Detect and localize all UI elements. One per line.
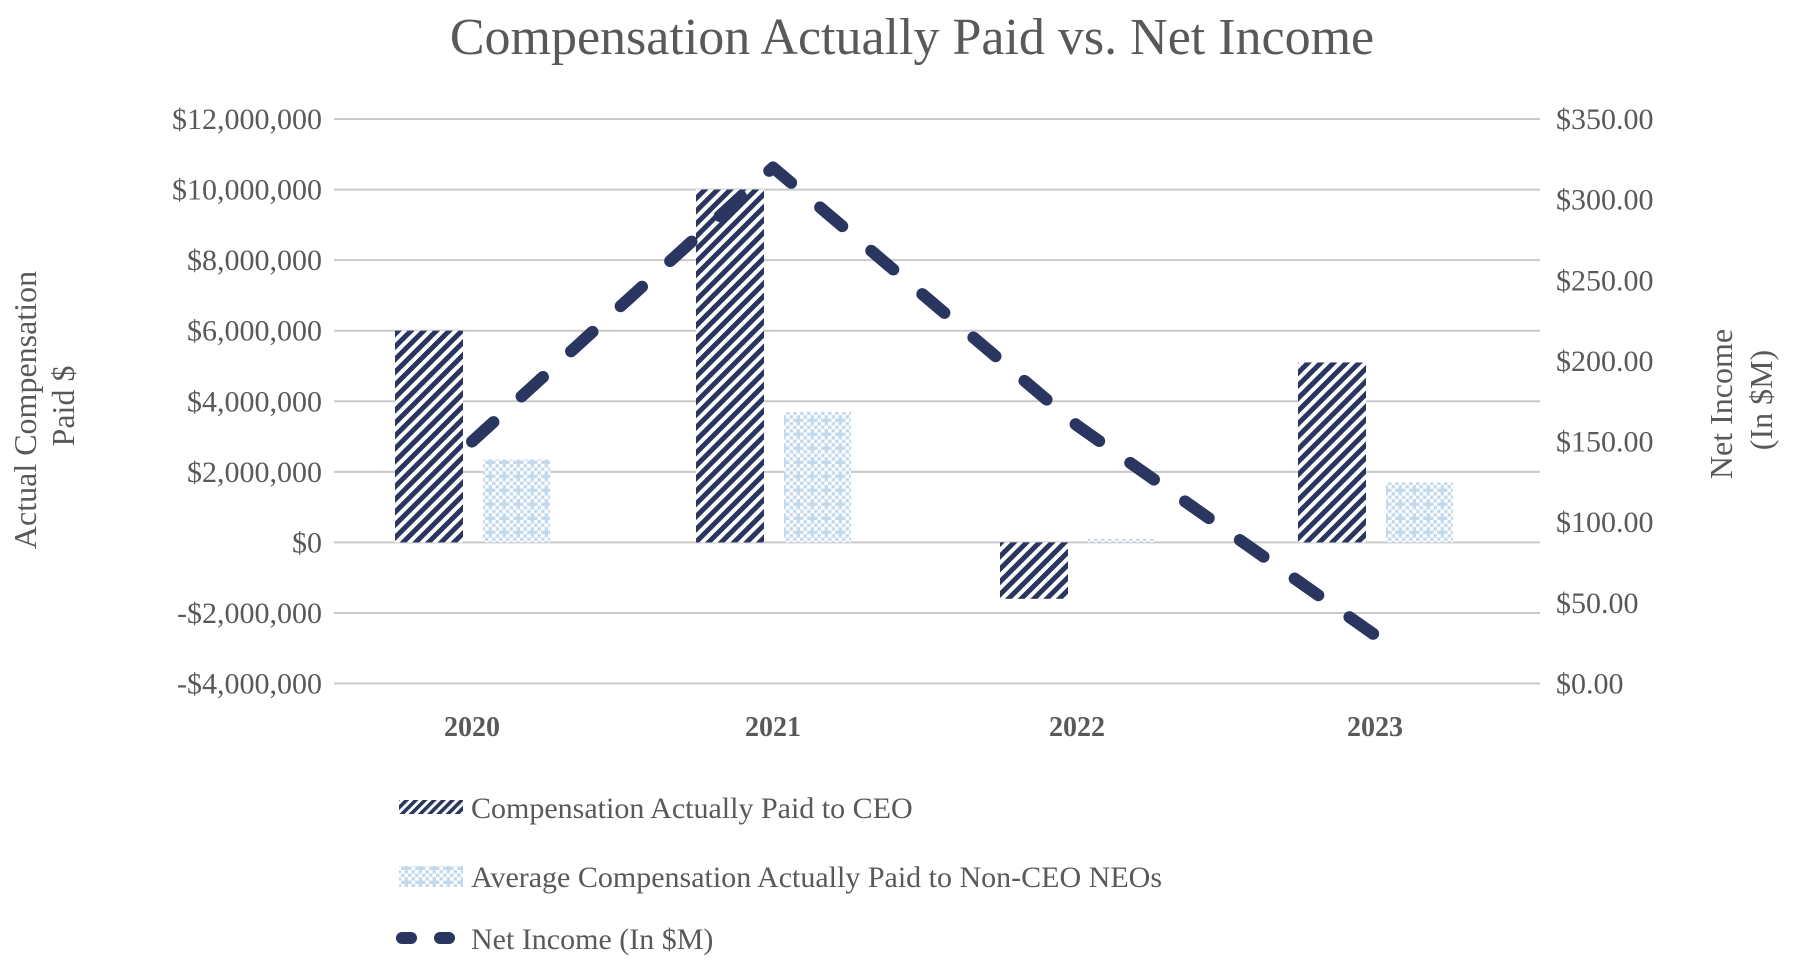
legend-label-net-income: Net Income (In $M) <box>471 923 713 956</box>
right-axis-tick-label: $350.00 <box>1556 103 1654 136</box>
right-axis-tick-label: $200.00 <box>1556 345 1654 378</box>
bar-nonceo-2021 <box>784 411 851 543</box>
legend-swatch-nonceo-dots <box>399 866 463 887</box>
left-axis-title-line2: Paid $ <box>45 366 81 447</box>
x-axis-label-2023: 2023 <box>1347 712 1403 743</box>
right-axis-tick-label: $150.00 <box>1556 426 1654 459</box>
right-axis-tick-label: $100.00 <box>1556 506 1654 539</box>
bar-ceo-2020 <box>395 330 463 543</box>
right-axis-title: Net Income (In $M) <box>1703 321 1779 479</box>
x-axis-category-labels: 2020 2021 2022 2023 <box>444 712 1403 743</box>
legend-item-nonceo: Average Compensation Actually Paid to No… <box>399 861 1162 894</box>
left-axis-tick-label: $10,000,000 <box>172 174 322 207</box>
right-axis-tick-label: $0.00 <box>1556 668 1624 701</box>
bar-series <box>395 189 1453 599</box>
left-axis-tick-label: $8,000,000 <box>187 244 322 277</box>
right-axis-title-line2: (In $M) <box>1743 350 1779 450</box>
bar-nonceo-2020 <box>483 459 550 543</box>
left-axis-tick-label: -$4,000,000 <box>177 668 322 701</box>
net-income-line <box>466 161 1381 642</box>
left-axis-title: Actual Compensation Paid $ <box>7 263 81 549</box>
left-axis-tick-labels: $12,000,000 $10,000,000 $8,000,000 $6,000,0… <box>172 103 322 701</box>
right-axis-tick-label: $50.00 <box>1556 587 1639 620</box>
left-axis-tick-label: -$2,000,000 <box>177 597 322 630</box>
left-axis-title-line1: Actual Compensation <box>7 271 43 549</box>
bar-nonceo-2022 <box>1088 538 1155 543</box>
line-series <box>466 161 1381 642</box>
legend: Compensation Actually Paid to CEO Averag… <box>396 792 1162 956</box>
left-axis-tick-label: $2,000,000 <box>187 456 322 489</box>
bar-nonceo-2023 <box>1386 482 1453 543</box>
bar-ceo-2023 <box>1298 362 1366 543</box>
legend-item-ceo: Compensation Actually Paid to CEO <box>399 792 913 825</box>
right-axis-tick-label: $250.00 <box>1556 264 1654 297</box>
x-axis-label-2021: 2021 <box>745 712 801 743</box>
legend-label-ceo: Compensation Actually Paid to CEO <box>471 792 913 825</box>
chart-title: Compensation Actually Paid vs. Net Incom… <box>450 9 1374 66</box>
left-axis-tick-label: $4,000,000 <box>187 385 322 418</box>
legend-item-net-income: Net Income (In $M) <box>396 923 713 956</box>
x-axis-label-2022: 2022 <box>1049 712 1105 743</box>
right-axis-title-line1: Net Income <box>1703 329 1739 479</box>
legend-label-nonceo: Average Compensation Actually Paid to No… <box>471 861 1162 894</box>
left-axis-tick-label: $12,000,000 <box>172 103 322 136</box>
x-axis-label-2020: 2020 <box>444 712 500 743</box>
right-axis-tick-labels: $350.00 $300.00 $250.00 $200.00 $150.00 $100.… <box>1556 103 1654 701</box>
right-axis-tick-label: $300.00 <box>1556 184 1654 217</box>
bar-ceo-2021 <box>696 189 764 543</box>
left-axis-tick-label: $0 <box>292 526 322 559</box>
bar-ceo-2022 <box>1000 542 1068 599</box>
left-axis-tick-label: $6,000,000 <box>187 315 322 348</box>
legend-swatch-ceo-hatch <box>399 800 463 814</box>
